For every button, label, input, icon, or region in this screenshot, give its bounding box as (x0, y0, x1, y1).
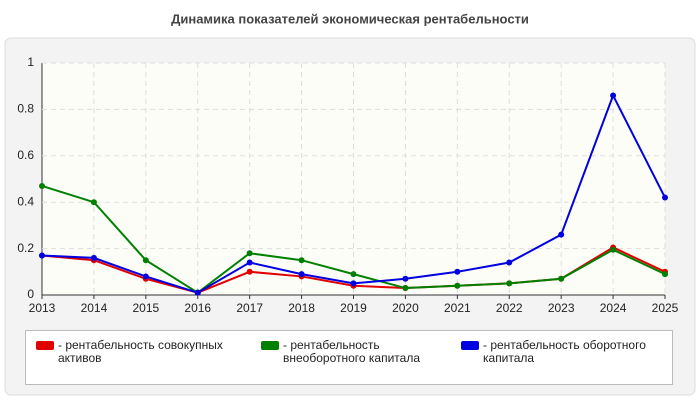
data-point (402, 275, 409, 282)
data-point (350, 271, 357, 278)
y-tick-label: 0.4 (17, 194, 34, 208)
data-point (246, 259, 253, 266)
x-tick-label: 2022 (496, 301, 523, 315)
y-tick-label: 0.8 (17, 102, 34, 116)
data-point (298, 271, 305, 278)
x-tick-label: 2025 (652, 301, 679, 315)
x-tick-label: 2020 (392, 301, 419, 315)
legend-item: - рентабельность внеоборотного капитала (261, 339, 431, 365)
y-tick-label: 0.2 (17, 241, 34, 255)
x-tick-label: 2013 (29, 301, 56, 315)
data-point (454, 268, 461, 275)
data-point (662, 194, 668, 201)
data-point (142, 257, 149, 264)
x-tick-label: 2015 (132, 301, 159, 315)
x-tick-label: 2017 (236, 301, 263, 315)
data-point (558, 231, 565, 238)
legend-swatch (36, 341, 54, 350)
data-point (610, 92, 617, 99)
y-tick-label: 0 (27, 287, 34, 301)
y-tick-label: 1 (27, 55, 34, 69)
data-point (90, 199, 97, 206)
data-point (610, 246, 617, 253)
data-point (90, 254, 97, 261)
plot-area (42, 63, 665, 295)
data-point (402, 285, 409, 292)
data-point (506, 280, 513, 287)
data-point (454, 282, 461, 289)
legend-label: - рентабельность оборотного капитала (483, 338, 646, 365)
chart-title: Динамика показателей экономическая рента… (171, 11, 529, 26)
data-point (298, 257, 305, 264)
data-point (39, 182, 45, 189)
legend-label: - рентабельность совокупных активов (58, 338, 223, 365)
x-tick-label: 2019 (340, 301, 367, 315)
data-point (246, 250, 253, 257)
data-point (39, 252, 45, 259)
legend-item: - рентабельность оборотного капитала (461, 339, 671, 365)
legend-swatch (261, 341, 279, 350)
data-point (558, 275, 565, 282)
x-tick-label: 2014 (81, 301, 108, 315)
data-point (350, 280, 357, 287)
legend: - рентабельность совокупных активов - рен… (25, 330, 673, 385)
data-point (142, 273, 149, 280)
x-tick-label: 2024 (600, 301, 627, 315)
x-tick-label: 2016 (184, 301, 211, 315)
data-point (246, 268, 253, 275)
x-tick-label: 2018 (288, 301, 315, 315)
y-tick-label: 0.6 (17, 148, 34, 162)
legend-swatch (461, 341, 479, 350)
legend-label: - рентабельность внеоборотного капитала (283, 338, 420, 365)
data-point (194, 289, 201, 296)
legend-item: - рентабельность совокупных активов (36, 339, 236, 365)
data-point (506, 259, 513, 266)
data-point (662, 271, 668, 278)
x-tick-label: 2021 (444, 301, 471, 315)
x-tick-label: 2023 (548, 301, 575, 315)
